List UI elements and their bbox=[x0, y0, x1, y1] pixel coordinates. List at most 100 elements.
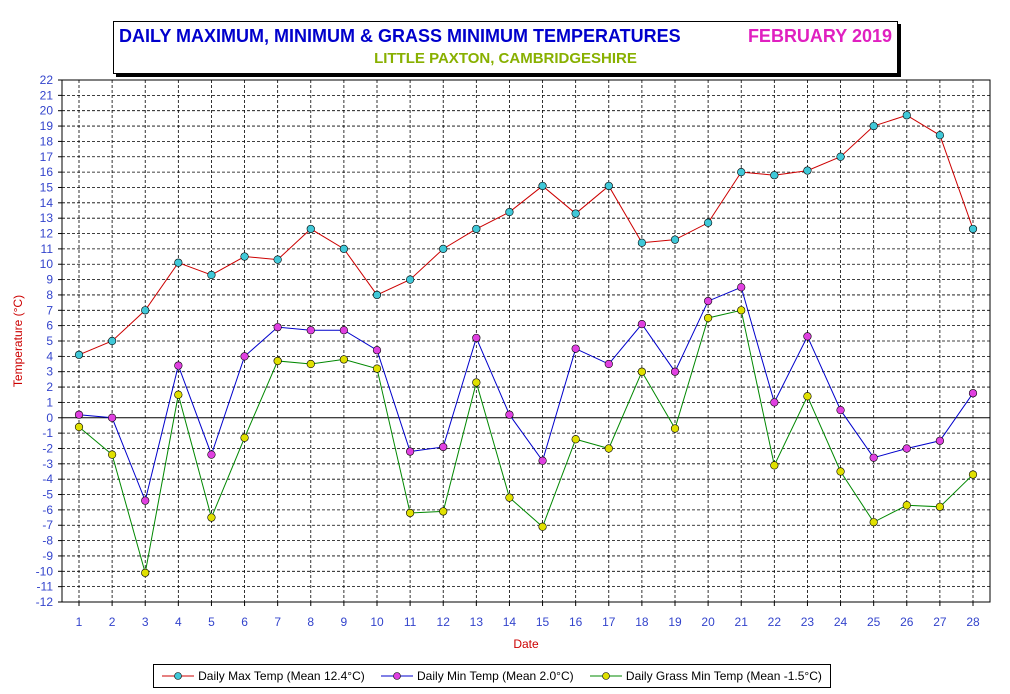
y-tick-label: 3 bbox=[46, 365, 53, 379]
legend-label-max: Daily Max Temp (Mean 12.4°C) bbox=[198, 669, 365, 683]
y-tick-label: -10 bbox=[36, 564, 54, 578]
data-point-max bbox=[108, 336, 117, 346]
legend-item-grass-min: Daily Grass Min Temp (Mean -1.5°C) bbox=[589, 669, 822, 683]
x-tick-label: 27 bbox=[933, 615, 947, 629]
data-point-min bbox=[207, 450, 216, 459]
data-point-grass-min bbox=[770, 461, 779, 470]
data-point-max bbox=[439, 244, 448, 253]
data-point-min bbox=[439, 442, 448, 452]
y-tick-label: 5 bbox=[46, 334, 53, 348]
y-tick-label: -6 bbox=[42, 503, 53, 517]
chart-subtitle: LITTLE PAXTON, CAMBRIDGESHIRE bbox=[374, 50, 637, 67]
data-point-min bbox=[108, 413, 117, 422]
x-tick-label: 7 bbox=[274, 615, 281, 629]
data-point-grass-min bbox=[604, 444, 613, 453]
data-point-grass-min bbox=[306, 359, 315, 369]
x-tick-label: 9 bbox=[341, 615, 348, 629]
y-tick-label: -5 bbox=[42, 488, 53, 502]
data-point-min bbox=[968, 389, 978, 398]
legend-swatch-max bbox=[162, 672, 195, 680]
x-axis-label: Date bbox=[513, 637, 539, 651]
data-point-min bbox=[372, 346, 382, 355]
y-tick-label: 2 bbox=[46, 380, 53, 394]
y-tick-label: -11 bbox=[37, 580, 54, 594]
data-point-min bbox=[604, 359, 613, 369]
data-point-grass-min bbox=[472, 378, 481, 387]
data-point-min bbox=[505, 410, 514, 419]
x-tick-label: 15 bbox=[536, 615, 550, 629]
data-point-grass-min bbox=[637, 367, 646, 376]
data-point-max bbox=[406, 275, 415, 284]
data-point-grass-min bbox=[902, 501, 911, 510]
x-tick-label: 14 bbox=[503, 615, 517, 629]
data-point-min bbox=[637, 320, 646, 329]
y-tick-label: 0 bbox=[46, 411, 53, 425]
data-point-grass-min bbox=[704, 313, 713, 323]
series-max bbox=[74, 111, 978, 359]
series-group bbox=[74, 111, 978, 577]
data-point-max bbox=[538, 181, 547, 191]
data-point-max bbox=[670, 235, 680, 244]
data-point-grass-min bbox=[571, 435, 580, 444]
data-point-grass-min bbox=[74, 422, 84, 432]
data-point-grass-min bbox=[968, 470, 978, 479]
x-tick-label: 13 bbox=[470, 615, 484, 629]
legend-swatch-min bbox=[381, 672, 414, 680]
y-tick-label: 18 bbox=[40, 134, 54, 148]
data-point-grass-min bbox=[505, 493, 514, 502]
data-point-grass-min bbox=[273, 356, 282, 366]
y-tick-label: 1 bbox=[46, 395, 53, 409]
title-box: DAILY MAXIMUM, MINIMUM & GRASS MINIMUM T… bbox=[113, 21, 898, 74]
y-tick-label: 15 bbox=[40, 180, 54, 194]
data-point-min bbox=[704, 296, 713, 306]
legend: Daily Max Temp (Mean 12.4°C) Daily Min T… bbox=[153, 664, 831, 688]
data-point-grass-min bbox=[836, 467, 845, 476]
y-tick-label: -4 bbox=[42, 472, 53, 486]
data-point-max bbox=[472, 224, 481, 234]
data-point-grass-min bbox=[339, 355, 348, 364]
data-point-max bbox=[74, 350, 84, 359]
x-tick-label: 24 bbox=[834, 615, 848, 629]
data-point-min bbox=[141, 496, 150, 505]
data-point-grass-min bbox=[935, 502, 944, 511]
data-point-max bbox=[869, 121, 878, 131]
y-tick-label: -12 bbox=[36, 595, 54, 609]
series-line-min bbox=[78, 286, 974, 503]
data-point-max bbox=[207, 270, 216, 280]
x-tick-label: 12 bbox=[437, 615, 451, 629]
data-point-min bbox=[670, 367, 680, 376]
data-point-max bbox=[637, 238, 646, 247]
x-tick-label: 2 bbox=[109, 615, 116, 629]
data-point-min bbox=[538, 456, 547, 465]
chart-month: FEBRUARY 2019 bbox=[747, 26, 892, 46]
y-tick-label: 6 bbox=[46, 319, 53, 333]
data-point-grass-min bbox=[439, 507, 448, 516]
data-point-min bbox=[406, 447, 415, 456]
y-tick-label: 22 bbox=[40, 73, 54, 87]
data-point-max bbox=[141, 306, 150, 315]
data-point-max bbox=[571, 209, 580, 218]
data-point-max bbox=[306, 224, 315, 234]
data-point-max bbox=[339, 244, 348, 253]
data-point-grass-min bbox=[174, 390, 183, 399]
x-tick-label: 21 bbox=[735, 615, 749, 629]
x-tick-label: 3 bbox=[142, 615, 149, 629]
data-point-min bbox=[571, 344, 580, 353]
data-point-max bbox=[604, 181, 613, 191]
data-point-grass-min bbox=[406, 508, 415, 518]
x-tick-label: 4 bbox=[175, 615, 182, 629]
data-point-min bbox=[240, 352, 249, 361]
x-tick-label: 17 bbox=[602, 615, 616, 629]
data-point-grass-min bbox=[538, 522, 547, 531]
data-point-min bbox=[836, 405, 845, 415]
data-point-max bbox=[174, 258, 183, 267]
y-tick-label: 10 bbox=[40, 257, 54, 271]
x-tick-label: 6 bbox=[241, 615, 248, 629]
y-tick-label: -2 bbox=[42, 441, 53, 455]
data-point-max bbox=[770, 171, 779, 180]
data-point-min bbox=[803, 332, 812, 341]
legend-item-max: Daily Max Temp (Mean 12.4°C) bbox=[162, 669, 365, 683]
series-line-grass-min bbox=[78, 309, 974, 573]
y-tick-label: 7 bbox=[46, 303, 53, 317]
data-point-grass-min bbox=[240, 433, 249, 442]
